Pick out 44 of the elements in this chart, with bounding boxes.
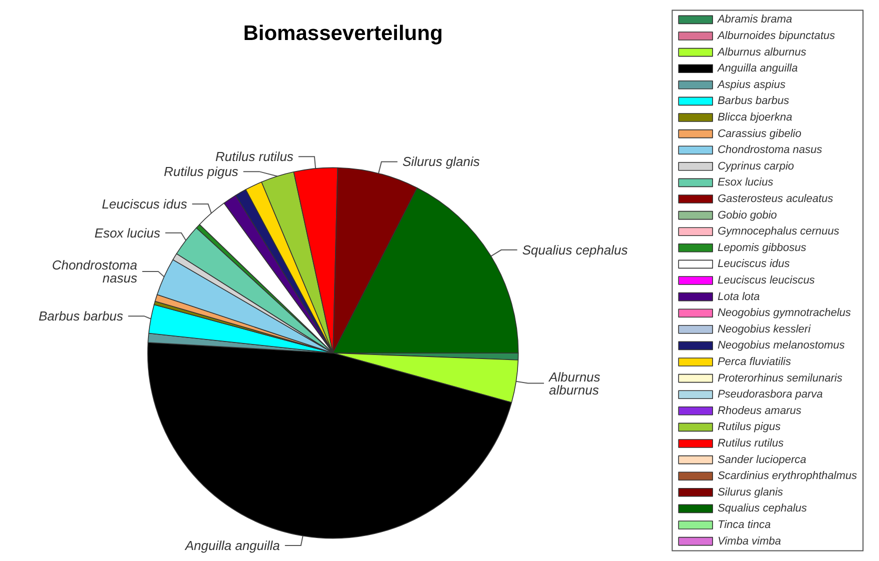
legend-label: Leuciscus leuciscus	[718, 274, 816, 286]
data-label: Anguilla anguilla	[184, 538, 280, 553]
data-label: Leuciscus idus	[102, 196, 188, 212]
legend-label: Scardinius erythrophthalmus	[718, 470, 858, 482]
legend-label: Esox lucius	[718, 176, 774, 189]
legend-label: Cyprinus carpio	[718, 160, 794, 172]
legend-label: Rhodeus amarus	[718, 404, 802, 417]
legend-label: Alburnus alburnus	[716, 46, 807, 58]
legend-label: Abramis brama	[716, 14, 792, 26]
data-label: Rutilus pigus	[164, 164, 239, 180]
legend-label: Tinca tinca	[718, 519, 771, 531]
legend-label: Alburnoides bipunctatus	[716, 30, 836, 42]
legend-label: Neogobius kessleri	[718, 323, 812, 336]
legend-label: Carassius gibelio	[718, 128, 802, 140]
legend-label: Leuciscus idus	[718, 258, 790, 270]
legend-label: Silurus glanis	[718, 486, 784, 498]
legend-label: Squalius cephalus	[718, 502, 808, 515]
legend-label: Gasterosteus aculeatus	[718, 193, 834, 205]
legend-label: Sander lucioperca	[718, 454, 806, 466]
legend-label: Lepomis gibbosus	[718, 242, 807, 254]
data-label: Chondrostoma nasus	[52, 257, 138, 286]
data-label: Squalius cephalus	[522, 242, 628, 258]
legend-label: Chondrostoma nasus	[718, 144, 823, 156]
legend-label: Rutilus pigus	[718, 421, 782, 434]
legend-label: Blicca bjoerkna	[718, 112, 792, 124]
data-label: Silurus glanis	[402, 154, 480, 170]
legend-label: Aspius aspius	[716, 78, 786, 91]
legend-label: Gobio gobio	[718, 209, 777, 222]
text: Biomasseverteilung	[243, 22, 443, 45]
legend-label: Vimba vimba	[718, 535, 781, 548]
legend-label: Proterorhinus semilunaris	[718, 372, 843, 384]
legend-label: Lota lota	[718, 290, 760, 303]
legend-label: Neogobius gymnotrachelus	[718, 307, 852, 320]
data-label: Rutilus rutilus	[215, 149, 294, 164]
legend-label: Gymnocephalus cernuus	[718, 226, 840, 238]
data-label: Alburnus alburnus	[548, 369, 601, 398]
legend-label: Rutilus rutilus	[718, 438, 784, 450]
legend-label: Anguilla anguilla	[716, 62, 798, 75]
legend-label: Barbus barbus	[718, 95, 790, 108]
legend-label: Perca fluviatilis	[718, 356, 792, 368]
data-label: Esox lucius	[94, 225, 161, 240]
legend-label: Neogobius melanostomus	[718, 340, 846, 352]
legend-label: Pseudorasbora parva	[718, 388, 823, 401]
data-label: Barbus barbus	[38, 308, 124, 324]
